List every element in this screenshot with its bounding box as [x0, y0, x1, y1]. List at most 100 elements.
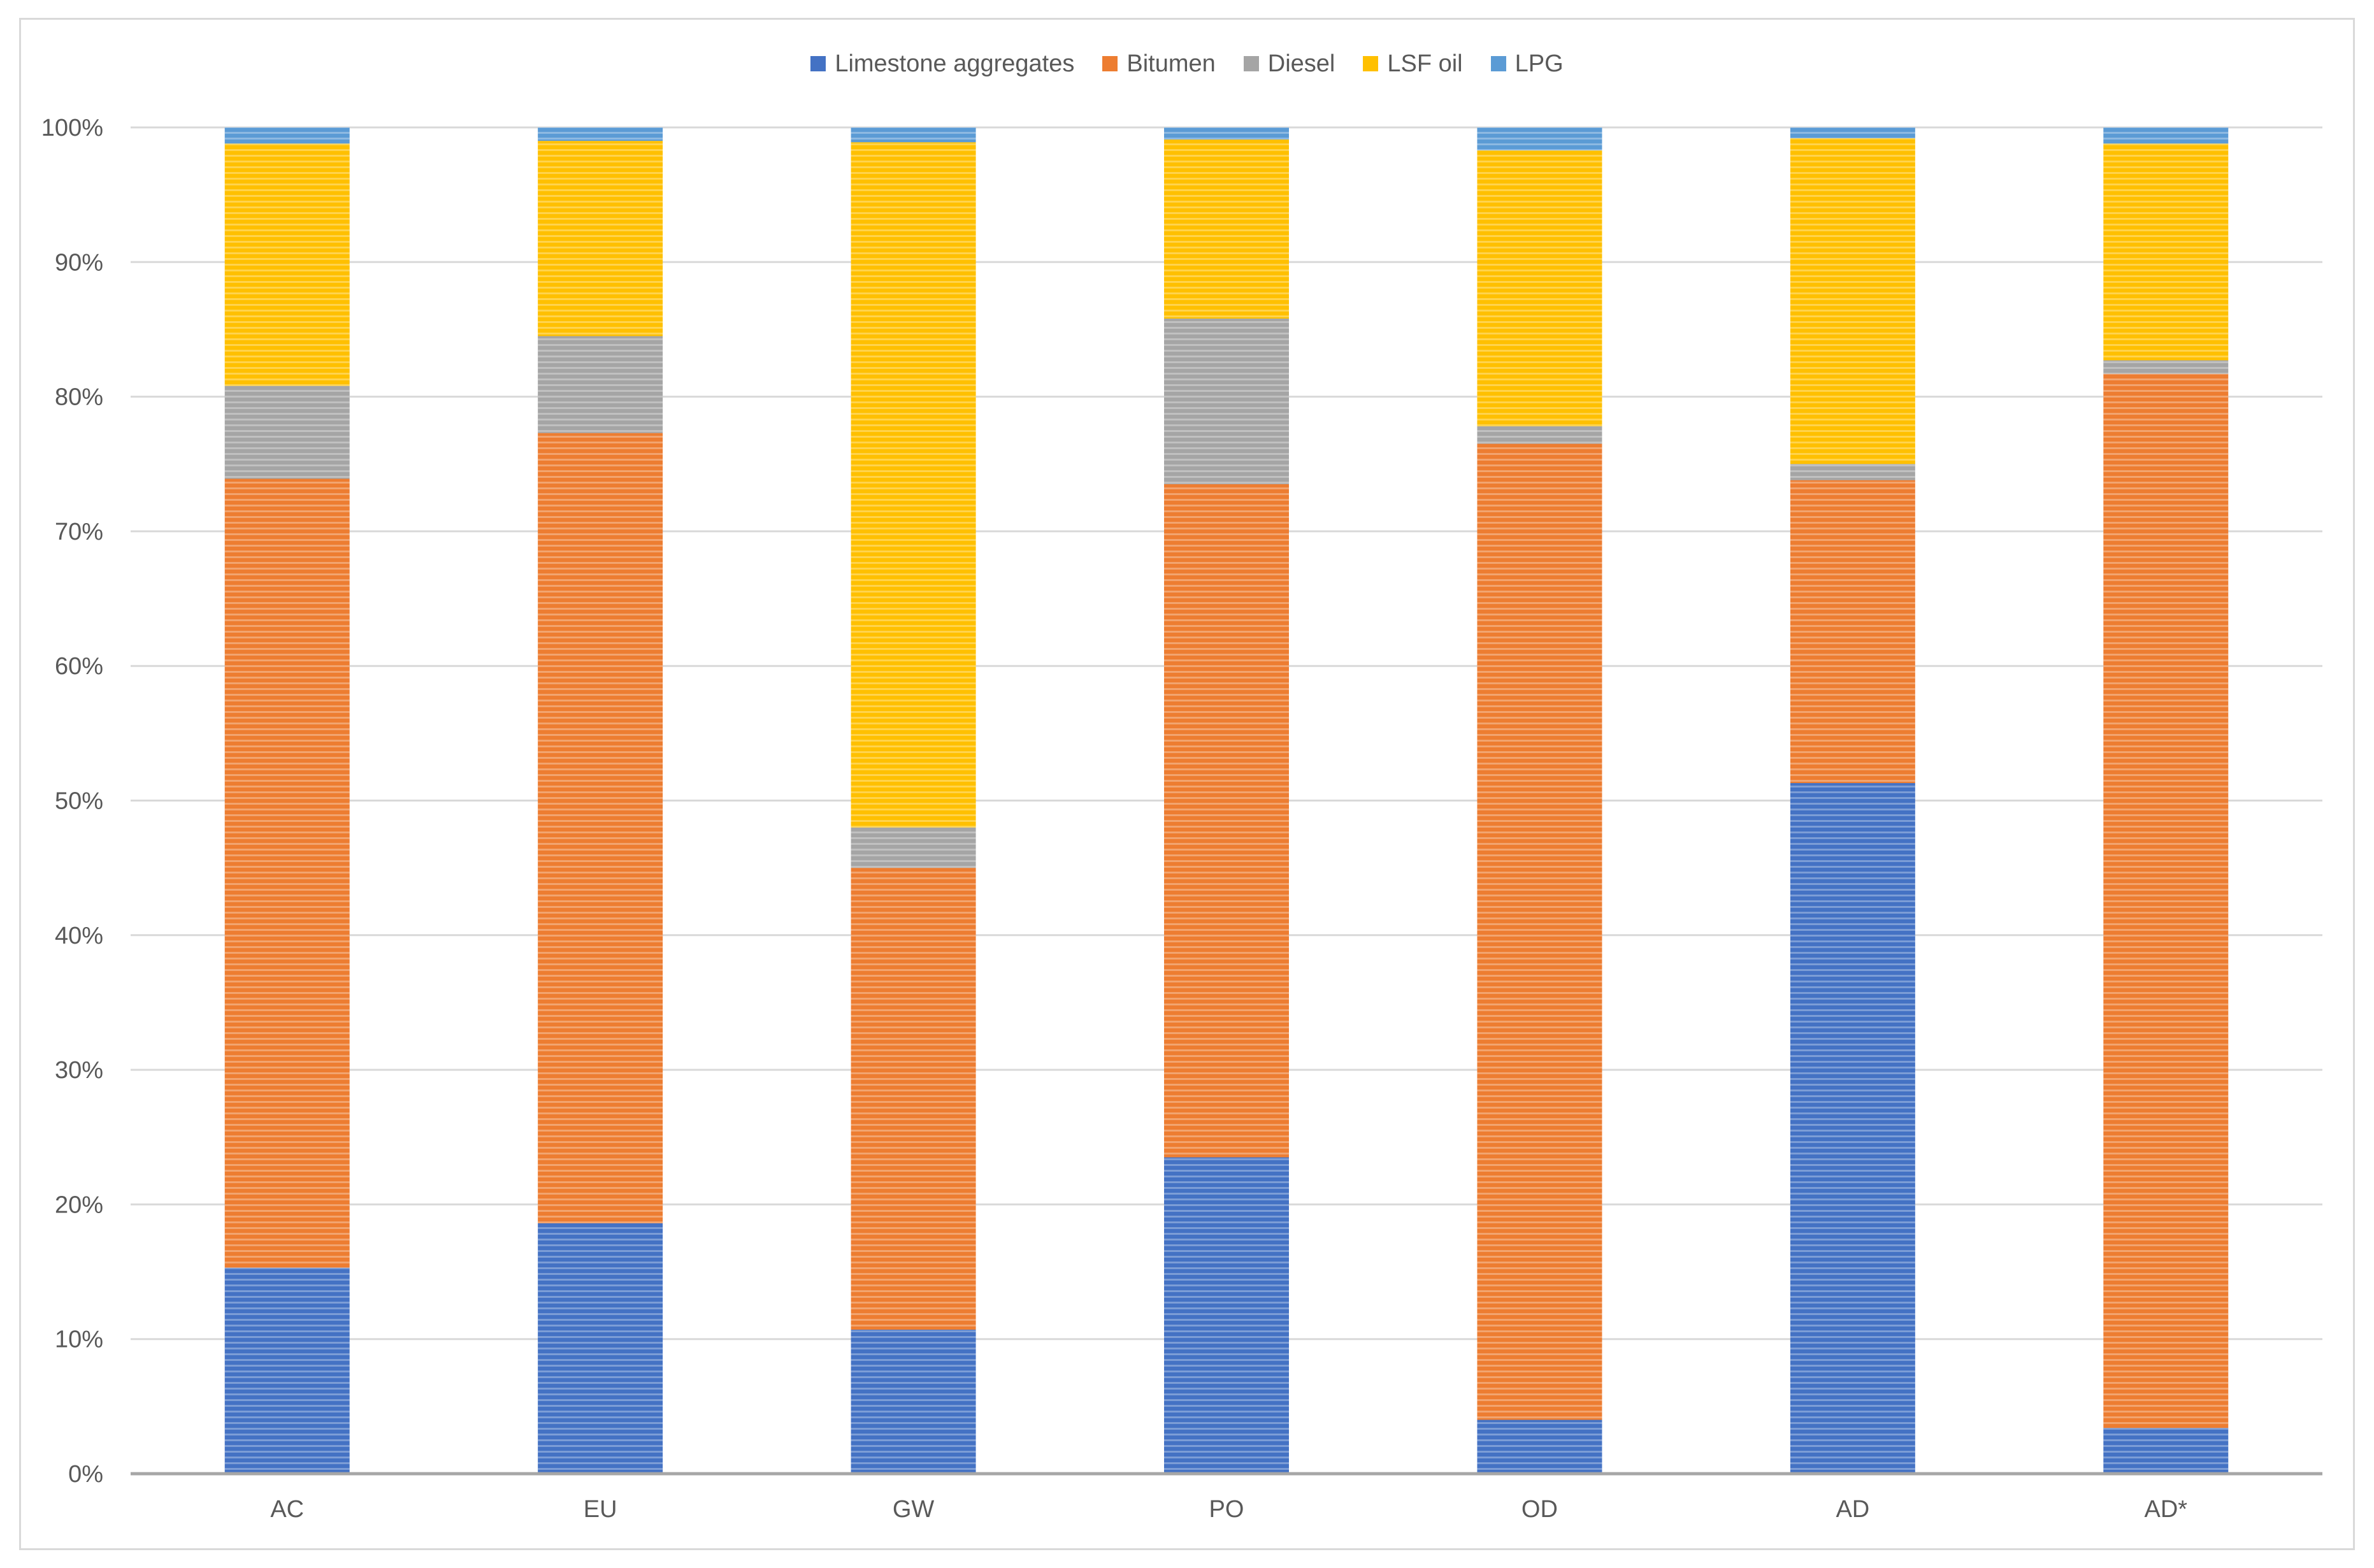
bar-hatch	[224, 478, 350, 1268]
bar-eu-diesel	[538, 336, 663, 433]
bar-hatch	[851, 827, 976, 868]
legend-item-lpg: LPG	[1490, 50, 1564, 78]
x-tick-label-od: OD	[1522, 1496, 1558, 1523]
bar-gw-lpg	[851, 127, 976, 143]
bar-hatch	[538, 433, 663, 1223]
bar-hatch	[538, 127, 663, 141]
legend-swatch-bitumen	[1102, 56, 1118, 71]
x-tick-label-ad: AD	[1836, 1496, 1869, 1523]
y-tick-label-40: 40%	[55, 923, 103, 949]
legend-label-lpg: LPG	[1514, 50, 1564, 77]
bar-ac-lsf-oil	[224, 143, 350, 386]
bar-hatch	[224, 127, 350, 144]
bar-ac-bitumen	[224, 478, 350, 1268]
y-tick-label-10: 10%	[55, 1327, 103, 1353]
bar-ad-bitumen	[1790, 480, 1915, 784]
bar-hatch	[1790, 127, 1915, 138]
bar-ad-limestone-aggregates	[1790, 783, 1915, 1474]
bar-hatch	[224, 143, 350, 386]
bar-ad-star-diesel	[2103, 360, 2229, 374]
bar-hatch	[1790, 783, 1915, 1474]
y-tick-label-30: 30%	[55, 1057, 103, 1084]
bar-hatch	[851, 868, 976, 1330]
bar-od-bitumen	[1477, 443, 1602, 1420]
bar-hatch	[1477, 1420, 1602, 1474]
bar-hatch	[1477, 426, 1602, 444]
bar-hatch	[1164, 319, 1289, 484]
bar-gw-limestone-aggregates	[851, 1329, 976, 1474]
bar-hatch	[538, 141, 663, 336]
legend-item-diesel: Diesel	[1243, 50, 1335, 78]
bar-ad-lpg	[1790, 127, 1915, 138]
bar-hatch	[1790, 480, 1915, 784]
bar-gw-diesel	[851, 827, 976, 868]
y-tick-label-50: 50%	[55, 788, 103, 815]
bar-od-lsf-oil	[1477, 150, 1602, 427]
bar-hatch	[224, 1267, 350, 1474]
bar-od-lpg	[1477, 127, 1602, 150]
bar-eu-bitumen	[538, 433, 663, 1223]
legend-swatch-lpg	[1490, 56, 1506, 71]
x-tick-label-eu: EU	[584, 1496, 617, 1523]
bar-hatch	[1164, 1157, 1289, 1474]
y-axis-tick-labels: 0% 10% 20% 30% 40% 50% 60% 70% 80% 90% 100%	[41, 115, 103, 1488]
bar-hatch	[538, 336, 663, 433]
y-tick-label-100: 100%	[41, 115, 103, 141]
bar-hatch	[1477, 127, 1602, 150]
bar-ac-limestone-aggregates	[224, 1267, 350, 1474]
y-tick-label-20: 20%	[55, 1191, 103, 1218]
bar-ac-lpg	[224, 127, 350, 144]
legend-label-limestone-aggregates: Limestone aggregates	[835, 50, 1075, 77]
bar-od-diesel	[1477, 426, 1602, 444]
y-tick-label-70: 70%	[55, 519, 103, 545]
bar-hatch	[1164, 127, 1289, 140]
bar-ad-lsf-oil	[1790, 138, 1915, 464]
bar-po-limestone-aggregates	[1164, 1157, 1289, 1474]
bar-ad-star-limestone-aggregates	[2103, 1428, 2229, 1474]
legend-label-lsf-oil: LSF oil	[1387, 50, 1463, 77]
bar-hatch	[851, 1329, 976, 1474]
bar-gw-bitumen	[851, 868, 976, 1330]
bar-hatch	[2103, 1428, 2229, 1474]
bar-po-diesel	[1164, 319, 1289, 484]
bar-po-bitumen	[1164, 484, 1289, 1158]
y-tick-label-0: 0%	[68, 1461, 103, 1488]
x-tick-label-ac: AC	[270, 1496, 304, 1523]
bar-po-lpg	[1164, 127, 1289, 140]
x-tick-label-po: PO	[1209, 1496, 1244, 1523]
bar-eu-limestone-aggregates	[538, 1223, 663, 1474]
bar-hatch	[2103, 360, 2229, 374]
x-tick-label-gw: GW	[893, 1496, 935, 1523]
legend-swatch-limestone-aggregates	[810, 56, 826, 71]
bar-eu-lpg	[538, 127, 663, 141]
legend-swatch-diesel	[1243, 56, 1259, 71]
bar-ac-diesel	[224, 385, 350, 479]
bar-hatch	[2103, 143, 2229, 361]
legend-swatch-lsf-oil	[1363, 56, 1379, 71]
y-tick-label-60: 60%	[55, 653, 103, 680]
bar-ad-star-bitumen	[2103, 373, 2229, 1428]
bar-hatch	[224, 385, 350, 479]
legend-item-bitumen: Bitumen	[1102, 50, 1216, 78]
bar-hatch	[1477, 443, 1602, 1420]
bar-gw-lsf-oil	[851, 142, 976, 828]
x-axis-tick-labels: AC EU GW PO OD AD AD*	[270, 1496, 2187, 1523]
bar-hatch	[1164, 140, 1289, 319]
legend-item-limestone-aggregates: Limestone aggregates	[810, 50, 1074, 78]
bar-od-limestone-aggregates	[1477, 1420, 1602, 1474]
y-tick-label-90: 90%	[55, 249, 103, 276]
bar-hatch	[851, 142, 976, 828]
bars	[224, 127, 2229, 1474]
bar-hatch	[1477, 150, 1602, 427]
bar-eu-lsf-oil	[538, 141, 663, 336]
legend-label-bitumen: Bitumen	[1126, 50, 1216, 77]
bar-hatch	[1790, 464, 1915, 480]
legend-label-diesel: Diesel	[1267, 50, 1335, 77]
bar-ad-star-lsf-oil	[2103, 143, 2229, 361]
bar-hatch	[851, 127, 976, 143]
legend: Limestone aggregates Bitumen Diesel LSF …	[0, 46, 2374, 82]
bar-hatch	[1790, 138, 1915, 464]
x-tick-label-ad-star: AD*	[2144, 1496, 2187, 1523]
bar-ad-diesel	[1790, 464, 1915, 480]
